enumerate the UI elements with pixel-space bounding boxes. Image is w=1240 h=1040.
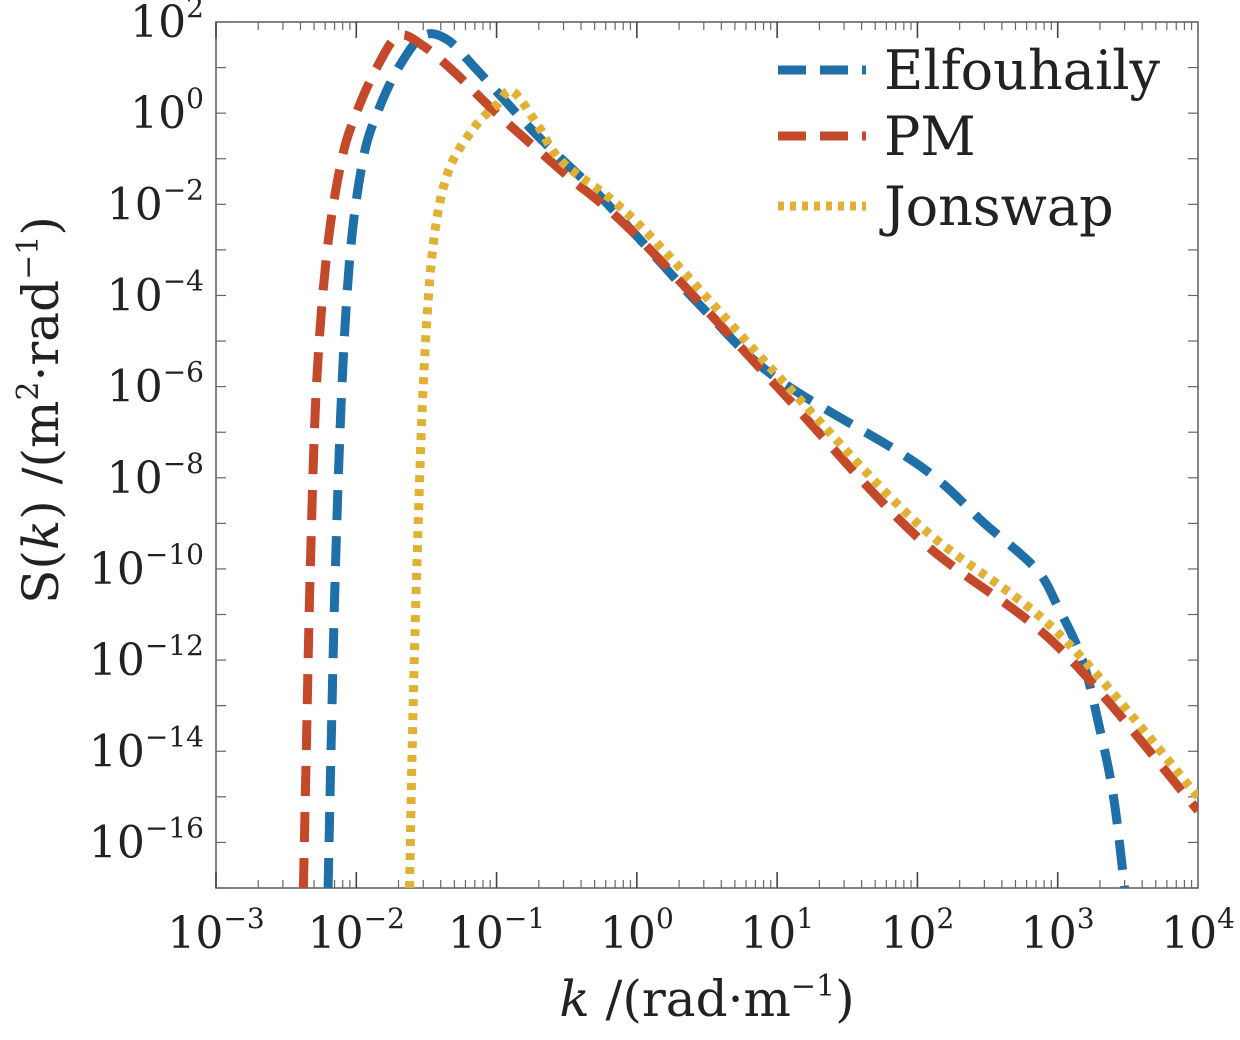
legend-label-jonswap: Jonswap [879,175,1114,238]
x-tick-label: 104 [1161,902,1235,959]
x-tick-label: 10−3 [167,902,264,959]
y-tick-label: 10−12 [89,629,204,686]
y-tick-label: 10−10 [89,538,204,595]
series-line-elfouhaily [323,29,1130,888]
minor-ticks [215,21,1198,889]
y-tick-label: 10−16 [89,811,204,868]
x-tick-label: 10−2 [308,902,405,959]
y-tick-label: 10−8 [107,447,204,504]
x-tick-label: 10−1 [448,902,545,959]
x-axis-title: k /(rad·m−1) [559,969,854,1028]
plot-frame [215,21,1199,889]
y-tick-label: 10−14 [89,720,204,777]
y-tick-label: 10−2 [107,173,204,230]
x-tick-label: 103 [1021,902,1095,959]
y-tick-label: 10−6 [107,356,204,413]
legend-label-elfouhaily: Elfouhaily [884,39,1160,102]
x-tick-labels: 10−3 10−2 10−1 100 101 102 103 104 [167,902,1235,959]
y-tick-labels: 102 100 10−2 10−4 10−6 10−8 10−10 10−12 10−14 10−… [89,0,204,868]
y-tick-label: 100 [130,82,204,139]
x-tick-label: 101 [740,902,814,959]
x-tick-label: 102 [881,902,955,959]
series-line-pm [298,30,1198,888]
x-tick-label: 100 [600,902,674,959]
legend: Elfouhaily PM Jonswap [778,39,1160,238]
series-line-jonswap [405,86,1198,888]
series-layer [298,29,1198,888]
legend-label-pm: PM [884,105,976,168]
y-axis-title: S(k) /(m2·rad−1) [11,216,70,604]
y-tick-label: 102 [130,0,204,48]
y-tick-label: 10−4 [107,264,204,321]
